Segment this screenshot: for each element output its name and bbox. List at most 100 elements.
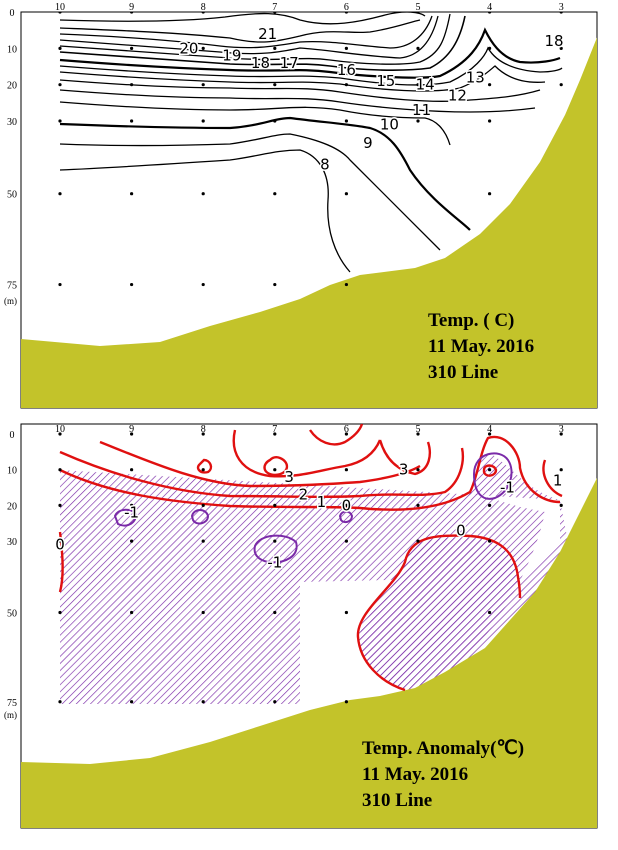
anomaly-plus3-loop-left (196, 458, 213, 474)
station-tick-label: 7 (272, 2, 277, 13)
sample-point (416, 12, 420, 14)
chart-date: 11 May. 2016 (428, 336, 534, 357)
depth-tick-label: 10 (7, 466, 17, 477)
contour-value-label: 14 (416, 76, 435, 94)
sample-point (488, 12, 492, 14)
contour-value-label: 16 (337, 61, 356, 79)
temperature-chart-panel: 21 20 19 18 17 16 15 14 13 12 11 10 9 8 18 10 9 8 7 6 5 4 3 0… (0, 0, 618, 412)
temperature-anomaly-chart-panel: 3 2 1 0 3 0 0 -1 -1 -1 1 10 9 8 7 6 5 4 3 0 10 20 30 50 75 (m)… (0, 412, 618, 850)
isotherm-11 (59, 89, 536, 113)
station-tick-label: 8 (201, 424, 206, 435)
chart-line-name: 310 Line (362, 790, 432, 811)
anomaly-minus1-loop-6 (338, 510, 354, 524)
sample-point (559, 12, 563, 14)
station-tick-label: 4 (487, 2, 492, 13)
station-tick-label: 9 (129, 424, 134, 435)
sample-point (416, 46, 420, 50)
anomaly-zero-contour (59, 435, 561, 511)
contour-value-label: 2 (299, 486, 309, 504)
sample-point (344, 503, 348, 507)
sample-point (130, 468, 134, 472)
sample-point (201, 46, 205, 50)
sample-point (201, 119, 205, 123)
anomaly-contour-lines (58, 424, 563, 692)
anomaly-minus2-loop-4 (482, 464, 498, 477)
anomaly-plus1-top (309, 424, 364, 446)
contour-value-label: 13 (466, 68, 485, 86)
sample-point (130, 83, 134, 87)
negative-anomaly-region-main (60, 470, 545, 704)
sample-point (559, 83, 563, 87)
anomaly-plus3-loop (263, 455, 289, 477)
contour-value-label: 0 (342, 496, 352, 514)
sample-points (58, 432, 563, 704)
sample-point (416, 119, 420, 123)
sample-point (201, 432, 205, 436)
station-tick-label: 3 (559, 2, 564, 13)
sample-point (58, 539, 62, 543)
sample-point (559, 432, 563, 436)
sample-point (58, 46, 62, 50)
sample-point (488, 539, 492, 543)
contour-value-label: 18 (544, 32, 563, 50)
station-tick-label: 4 (487, 424, 492, 435)
depth-tick-label: 10 (7, 44, 17, 55)
sample-point (488, 432, 492, 436)
depth-unit-label: (m) (4, 296, 17, 306)
contour-value-label: 3 (399, 461, 409, 479)
sample-point (130, 119, 134, 123)
anomaly-minus1-loop-9 (113, 508, 138, 527)
contour-value-label: 20 (179, 39, 198, 57)
sample-point (58, 503, 62, 507)
chart-title: Temp. ( C) (428, 310, 514, 331)
sample-point (58, 700, 62, 704)
sample-point (559, 468, 563, 472)
sample-point (344, 610, 348, 615)
station-tick-label: 5 (416, 424, 421, 435)
sample-point (273, 468, 277, 472)
contour-value-label: 3 (284, 468, 294, 486)
sample-point (488, 468, 492, 472)
sample-point (488, 503, 492, 507)
sample-point (201, 503, 205, 507)
sample-point (488, 119, 492, 123)
contour-value-label: 10 (380, 116, 399, 134)
sample-point (344, 468, 348, 472)
contour-value-label: 15 (376, 72, 395, 90)
sample-point (344, 46, 348, 50)
sample-point (201, 83, 205, 87)
sample-point (273, 83, 277, 87)
sample-point (273, 12, 277, 14)
chart-title-block: Temp. Anomaly(℃) 11 May. 2016 310 Line (362, 738, 524, 811)
chart-title: Temp. Anomaly(℃) (362, 738, 524, 759)
isotherm-18 (59, 15, 439, 59)
anomaly-minus1-loop-4 (472, 452, 513, 500)
contour-value-label: 11 (412, 101, 431, 119)
station-tick-label: 6 (344, 2, 349, 13)
depth-tick-label: 30 (7, 117, 17, 128)
station-axis: 10 9 8 7 6 5 4 3 (55, 424, 564, 435)
chart-date: 11 May. 2016 (362, 764, 468, 785)
sample-point (273, 46, 277, 50)
isotherm-10 (59, 101, 451, 146)
sample-point (201, 610, 205, 615)
depth-tick-label: 75 (7, 281, 17, 292)
sample-point (559, 46, 563, 50)
anomaly-plus3-left (232, 429, 382, 478)
depth-axis: 0 10 20 30 50 75 (7, 8, 17, 292)
depth-tick-label: 50 (7, 609, 17, 620)
temperature-contour-lines (59, 12, 563, 273)
sample-point (273, 282, 277, 287)
sample-point (130, 610, 134, 615)
sample-point (130, 700, 134, 704)
sample-point (130, 539, 134, 543)
sample-point (130, 46, 134, 50)
depth-tick-label: 20 (7, 81, 17, 92)
sample-point (130, 432, 134, 436)
sample-point (273, 432, 277, 436)
sample-point (273, 503, 277, 507)
chart-title-block: Temp. ( C) 11 May. 2016 310 Line (428, 310, 534, 383)
station-tick-label: 10 (55, 424, 65, 435)
